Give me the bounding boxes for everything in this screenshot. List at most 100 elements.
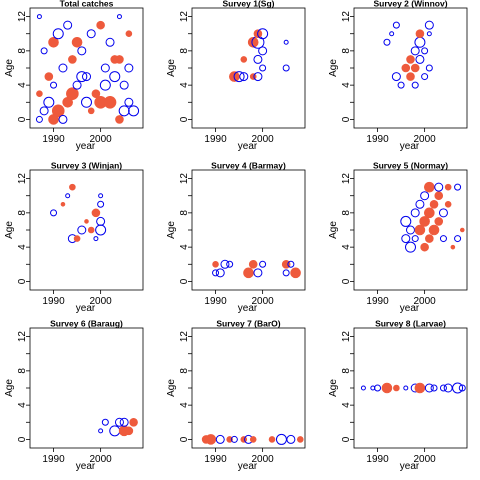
y-axis-label: Age — [166, 221, 177, 239]
bubble-negative — [268, 436, 276, 443]
bubble-positive — [50, 81, 58, 89]
bubble-negative — [87, 226, 95, 234]
y-tick-label: 0 — [179, 116, 190, 122]
x-tick-label: 2000 — [252, 296, 275, 307]
bubble-negative — [60, 201, 66, 207]
bubble-negative — [36, 90, 43, 98]
y-tick-label: 8 — [17, 48, 28, 54]
x-tick-label: 1990 — [204, 454, 227, 465]
bubble-positive — [215, 434, 225, 444]
bubble-positive — [72, 80, 82, 90]
bubble-positive — [98, 193, 104, 199]
bubble-positive — [58, 114, 68, 124]
y-axis-label: Age — [4, 59, 15, 77]
y-tick-label: 4 — [179, 402, 190, 408]
bubble-negative — [66, 87, 79, 101]
bubble-negative — [212, 260, 219, 268]
bubble-negative — [71, 36, 83, 48]
bubble-negative — [115, 115, 124, 124]
x-axis-label: year — [238, 141, 258, 152]
y-tick-label: 12 — [179, 331, 190, 343]
bubble-positive — [283, 39, 289, 45]
x-tick-label: 1990 — [42, 296, 65, 307]
plot-frame — [29, 7, 144, 129]
bubble-positive — [215, 268, 225, 278]
bubble-positive — [118, 105, 130, 117]
y-axis-label: Age — [166, 59, 177, 77]
bubble-positive — [439, 235, 447, 243]
x-tick-label: 2000 — [414, 296, 437, 307]
y-tick-label: 8 — [179, 210, 190, 216]
bubble-positive — [454, 235, 462, 243]
x-tick-label: 1990 — [366, 296, 389, 307]
bubble-negative — [48, 36, 59, 48]
bubble-positive — [81, 96, 92, 108]
y-tick-label: 8 — [341, 368, 352, 374]
y-axis-label: Age — [328, 59, 339, 77]
bubble-positive — [253, 268, 263, 278]
x-axis-label: year — [400, 303, 420, 314]
bubble-negative — [410, 63, 420, 73]
bubble-positive — [124, 97, 134, 107]
bubble-negative — [444, 183, 452, 191]
bubble-positive — [77, 46, 87, 56]
bubble-positive — [410, 208, 420, 218]
bubble-negative — [44, 72, 54, 81]
bubble-positive — [39, 106, 49, 116]
bubble-negative — [69, 183, 76, 191]
bubble-positive — [124, 63, 134, 73]
bubble-negative — [420, 242, 429, 252]
bubble-positive — [52, 28, 64, 40]
bubble-positive — [257, 28, 269, 40]
bubble-positive — [452, 382, 464, 394]
bubble-positive — [43, 96, 55, 108]
y-tick-label: 4 — [341, 244, 352, 250]
bubble-positive — [383, 38, 391, 46]
bubble-positive — [421, 47, 429, 55]
bubble-positive — [212, 269, 220, 277]
bubble-negative — [247, 36, 259, 48]
bubble-negative — [424, 207, 435, 219]
bubble-positive — [415, 54, 425, 64]
x-tick-label: 2000 — [252, 454, 275, 465]
bubble-positive — [86, 29, 96, 39]
bubble-negative — [205, 434, 217, 445]
y-axis-label: Age — [328, 221, 339, 239]
x-tick-label: 1990 — [42, 134, 65, 145]
bubble-negative — [240, 56, 248, 63]
bubble-negative — [414, 224, 426, 236]
y-tick-label: 4 — [17, 82, 28, 88]
bubble-negative — [434, 217, 444, 226]
x-tick-label: 1990 — [366, 134, 389, 145]
bubble-positive — [282, 269, 290, 277]
y-tick-label: 12 — [341, 173, 352, 185]
bubble-positive — [411, 235, 419, 243]
bubble-positive — [93, 236, 99, 242]
bubble-positive — [406, 225, 415, 235]
bubble-negative — [240, 436, 248, 443]
bubble-positive — [239, 72, 249, 82]
bubble-positive — [415, 199, 425, 209]
x-tick-label: 1990 — [42, 454, 65, 465]
bubble-positive — [286, 434, 296, 444]
bubble-negative — [73, 235, 81, 242]
bubble-positive — [400, 215, 412, 227]
bubble-positive — [439, 384, 447, 392]
bubble-positive — [258, 46, 268, 56]
bubble-positive — [426, 31, 432, 37]
bubble-negative — [434, 191, 444, 201]
bubble-positive — [287, 260, 295, 268]
bubble-negative — [393, 384, 400, 392]
bubble-negative — [226, 436, 233, 443]
y-tick-label: 8 — [17, 210, 28, 216]
x-axis-label: year — [400, 461, 420, 472]
y-tick-label: 0 — [179, 278, 190, 284]
bubble-positive — [116, 14, 122, 20]
bubble-positive — [454, 183, 462, 191]
bubble-negative — [103, 95, 117, 109]
panel-title: Survey 6 (Baraug) — [50, 319, 123, 329]
x-tick-label: 1990 — [204, 296, 227, 307]
